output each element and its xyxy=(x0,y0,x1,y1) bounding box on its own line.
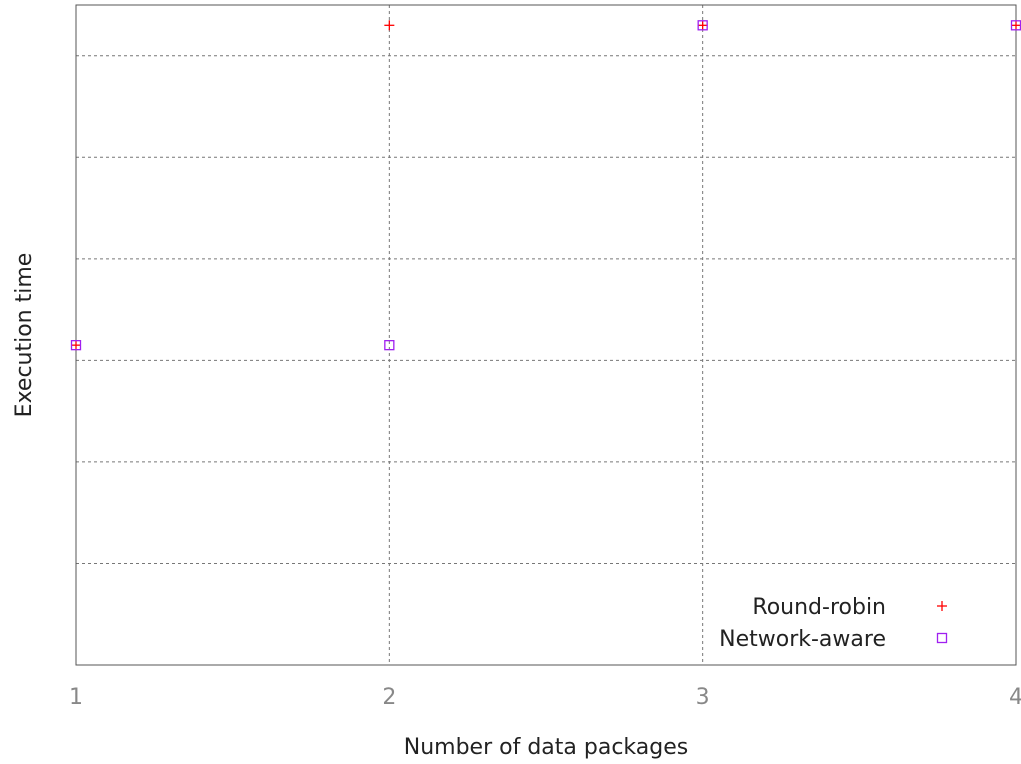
data-point-plus xyxy=(1011,20,1021,30)
x-tick-label: 4 xyxy=(1009,685,1021,710)
y-axis-label: Execution time xyxy=(12,253,37,418)
x-axis-label: Number of data packages xyxy=(404,735,688,760)
plot-area-frame xyxy=(76,5,1016,665)
data-point-plus xyxy=(384,20,394,30)
x-tick-label: 3 xyxy=(696,685,710,710)
legend-marker xyxy=(938,634,947,643)
series-plus xyxy=(71,20,1021,350)
grid-lines xyxy=(76,5,1016,665)
legend: Round-robin Network-aware xyxy=(719,595,947,652)
data-point-plus xyxy=(71,340,81,350)
x-tick-label: 1 xyxy=(69,685,83,710)
x-axis-ticks: 1 2 3 4 xyxy=(69,685,1021,710)
data-point-plus xyxy=(698,20,708,30)
series-square xyxy=(72,21,1021,350)
legend-marker xyxy=(937,601,947,611)
x-tick-label: 2 xyxy=(382,685,396,710)
legend-label: Network-aware xyxy=(719,627,886,652)
data-points xyxy=(71,20,1021,350)
legend-label: Round-robin xyxy=(752,595,886,620)
